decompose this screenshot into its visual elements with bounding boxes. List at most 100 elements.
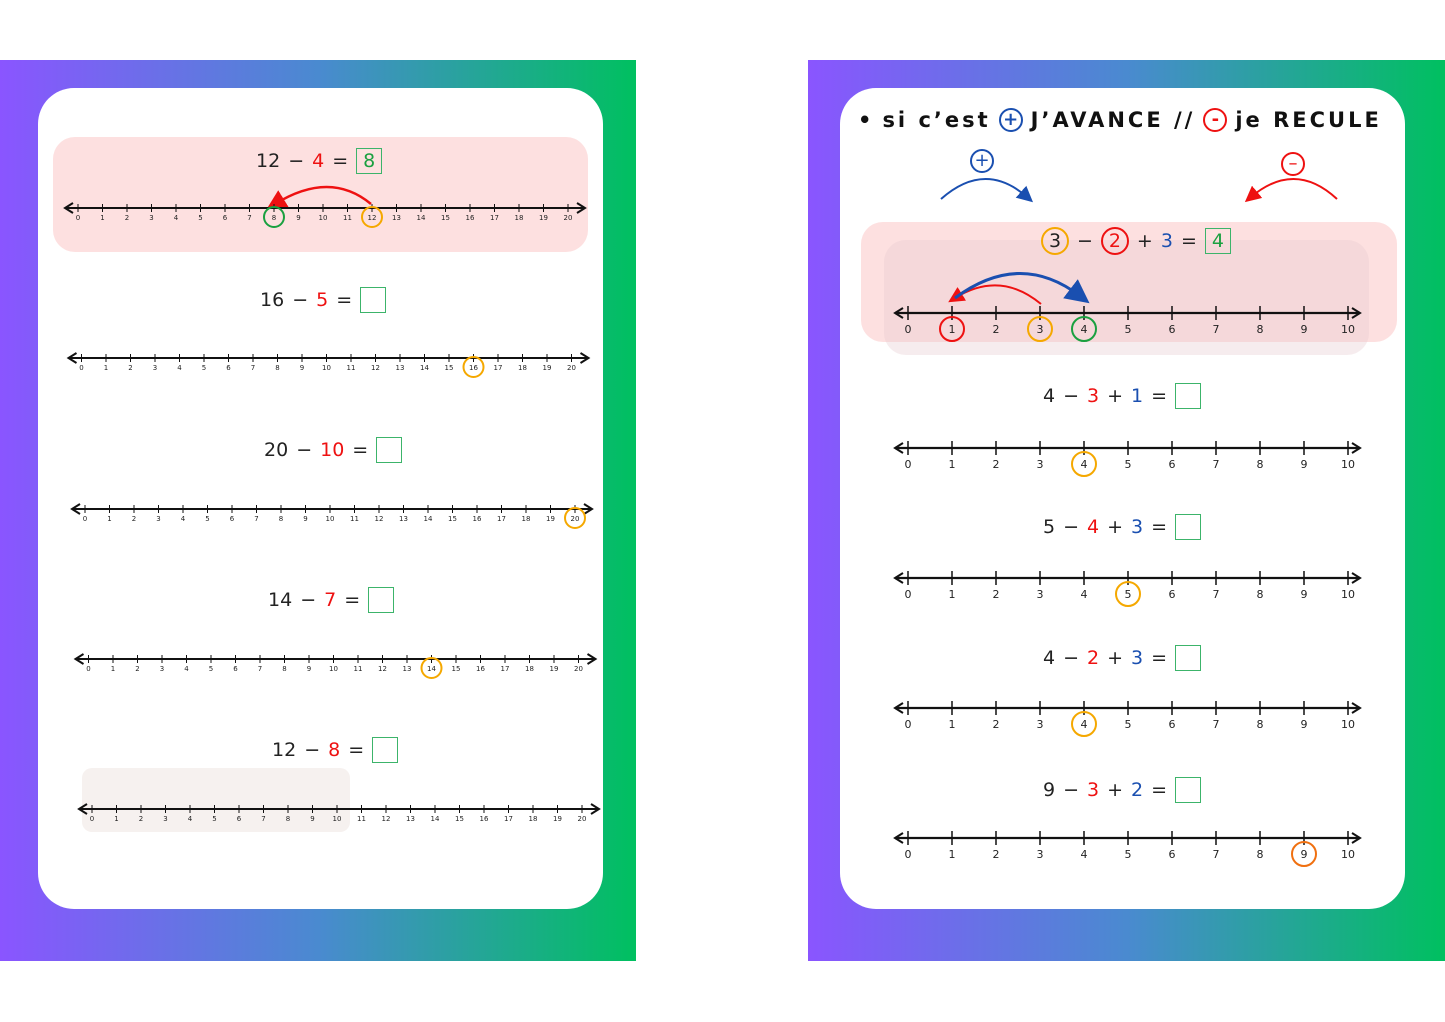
answer-box[interactable]: 8 <box>356 148 383 174</box>
tick-label: 3 <box>149 214 153 222</box>
tick-label: 0 <box>79 364 83 372</box>
tick-label: 14 <box>417 214 426 222</box>
right-arrow-icon <box>1351 442 1362 454</box>
answer-box[interactable] <box>376 437 403 463</box>
tick-label: 3 <box>1037 458 1044 471</box>
tick-label: 7 <box>254 515 258 523</box>
tick-label: 5 <box>212 815 216 823</box>
equation-term: + <box>1136 230 1153 252</box>
tick-label: 14 <box>420 364 429 372</box>
tick-label: 7 <box>261 815 265 823</box>
answer-box[interactable] <box>368 587 395 613</box>
tick-label: 5 <box>1125 458 1132 471</box>
tick-label: 13 <box>403 665 412 673</box>
equation: 20−10 = <box>264 437 403 463</box>
answer-box[interactable] <box>372 737 399 763</box>
equation-term: 9 <box>1043 779 1056 801</box>
tick-label: 1 <box>114 815 118 823</box>
equation-term: − <box>288 150 305 172</box>
tick-label: 9 <box>300 364 304 372</box>
tick-label: 2 <box>125 214 129 222</box>
answer-box[interactable] <box>1175 645 1202 671</box>
tick-label: 3 <box>1037 323 1044 336</box>
tick-label: 8 <box>282 665 286 673</box>
answer-box[interactable] <box>1175 383 1202 409</box>
left-arrow-icon <box>893 572 904 584</box>
jump-forward-arrow <box>954 272 1090 304</box>
tick-label: 9 <box>307 665 311 673</box>
tick-label: 2 <box>993 458 1000 471</box>
answer-box[interactable] <box>360 287 387 313</box>
equation-term: = <box>344 589 361 611</box>
tick-label: 8 <box>1257 718 1264 731</box>
header-text-1: si c’est <box>882 108 991 132</box>
tick-label: 4 <box>174 214 179 222</box>
tick-label: 18 <box>515 214 524 222</box>
equation-term: + <box>1107 647 1124 669</box>
answer-box[interactable]: 4 <box>1204 228 1231 254</box>
tick-label: 15 <box>445 364 454 372</box>
equation-term: 3 <box>1041 227 1069 255</box>
tick-label: 1 <box>104 364 108 372</box>
tick-label: 18 <box>518 364 527 372</box>
legend-plus-icon: + <box>970 149 994 173</box>
tick-label: 5 <box>209 665 213 673</box>
right-arrow-icon <box>1351 702 1362 714</box>
left-arrow-icon <box>893 832 904 844</box>
tick-label: 0 <box>905 718 912 731</box>
tick-label: 10 <box>319 214 328 222</box>
tick-label: 6 <box>1169 458 1176 471</box>
tick-label: 5 <box>1125 848 1132 861</box>
equation-term: − <box>296 439 313 461</box>
tick-label: 1 <box>949 323 956 336</box>
tick-label: 0 <box>86 665 90 673</box>
value-circle <box>1027 316 1053 342</box>
tick-label: 3 <box>156 515 160 523</box>
value-circle <box>263 206 285 228</box>
tick-label: 2 <box>128 364 132 372</box>
equation-term: = <box>1180 230 1197 252</box>
tick-label: 9 <box>310 815 314 823</box>
tick-label: 11 <box>354 665 363 673</box>
tick-label: 14 <box>424 515 433 523</box>
tick-label: 10 <box>1341 323 1355 336</box>
equation-term: 14 <box>268 589 293 611</box>
tick-label: 15 <box>441 214 450 222</box>
tick-label: 13 <box>406 815 415 823</box>
jump-arrow <box>266 185 372 210</box>
tick-label: 0 <box>76 214 80 222</box>
tick-label: 4 <box>1081 323 1088 336</box>
tick-label: 2 <box>993 588 1000 601</box>
value-circle <box>420 657 443 679</box>
equation-term: 5 <box>316 289 329 311</box>
tick-label: 17 <box>490 214 499 222</box>
right-arrow-icon <box>590 803 601 815</box>
tick-label: 10 <box>1341 458 1355 471</box>
tick-label: 8 <box>1257 323 1264 336</box>
tick-label: 16 <box>473 515 482 523</box>
tick-label: 0 <box>90 815 94 823</box>
tick-label: 16 <box>480 815 489 823</box>
equation-term: 20 <box>264 439 289 461</box>
tick-label: 10 <box>322 364 331 372</box>
tick-label: 12 <box>378 665 387 673</box>
tick-label: 2 <box>993 323 1000 336</box>
value-circle <box>939 316 965 342</box>
left-arrow-icon <box>66 352 78 364</box>
answer-box[interactable] <box>1175 777 1202 803</box>
answer-box[interactable] <box>1175 514 1202 540</box>
tick-label: 0 <box>905 458 912 471</box>
tick-label: 8 <box>1257 458 1264 471</box>
equation-term: 4 <box>1043 647 1056 669</box>
equation: 5−4 +3 = <box>1043 514 1202 540</box>
value-circle <box>1291 841 1317 867</box>
tick-label: 7 <box>1213 848 1220 861</box>
tick-label: 12 <box>368 214 377 222</box>
tick-label: 6 <box>1169 848 1176 861</box>
equation: 16−5 = <box>260 287 387 313</box>
tick-label: 0 <box>83 515 87 523</box>
tick-label: 8 <box>1257 848 1264 861</box>
equation-term: 16 <box>260 289 285 311</box>
tick-label: 13 <box>392 214 401 222</box>
tick-label: 19 <box>546 515 555 523</box>
